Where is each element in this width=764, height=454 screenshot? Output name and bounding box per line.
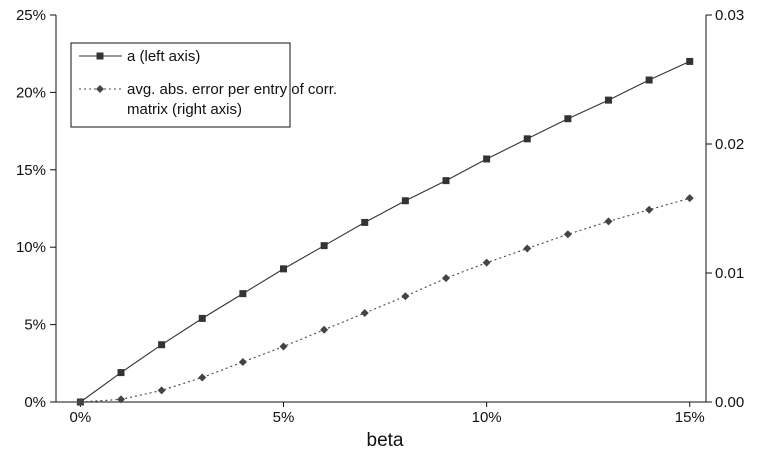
left-tick-label: 15% [16,162,46,179]
legend-swatch-marker [96,52,104,60]
legend-entry: a (left axis) [79,48,200,65]
data-point [442,274,450,283]
right-tick-label: 0.03 [715,7,744,24]
series-avg-abs-error [76,194,694,406]
data-point [482,258,491,267]
legend-swatch-marker [96,85,104,93]
data-point [320,325,329,334]
axes [55,15,707,403]
data-point [76,398,85,406]
legend-label: a (left axis) [127,48,200,65]
data-point [117,369,125,377]
data-point [523,244,532,253]
data-point [523,135,531,143]
series-line [80,60,691,403]
data-point [158,341,166,349]
data-point [645,76,653,84]
data-point [401,197,409,205]
left-tick-label: 0% [24,394,46,411]
legend-box [70,42,291,128]
data-point [361,218,369,226]
data-point [198,373,207,382]
data-point [685,194,694,203]
left-tick-label: 10% [16,239,46,256]
data-point [238,358,247,367]
x-axis: 0% 5% 10% 15% [70,402,705,426]
x-tick-label: 15% [675,409,705,426]
right-tick-label: 0.02 [715,136,744,153]
right-tick-label: 0.01 [715,265,744,282]
data-point [442,177,450,185]
x-tick-label: 0% [70,409,92,426]
legend-label: avg. abs. error per entry of corr. [127,81,337,98]
data-point [564,115,572,123]
data-point [686,57,694,65]
data-point [360,308,369,317]
x-tick-label: 10% [472,409,502,426]
data-point [198,314,206,322]
left-tick-label: 25% [16,7,46,24]
right-y-axis: 0.00 0.01 0.02 0.03 [706,7,744,411]
data-point [605,96,612,104]
data-point [401,292,410,301]
data-point [320,242,328,250]
x-tick-label: 5% [273,409,295,426]
data-point [483,155,491,163]
data-point [604,217,613,226]
data-point [157,386,166,395]
left-tick-label: 20% [16,84,46,101]
legend-entry: avg. abs. error per entry of corr. matrix… [79,81,337,118]
data-point [117,395,125,404]
data-point [239,290,247,298]
data-point [279,342,288,351]
left-y-axis: 0% 5% 10% 15% 20% 25% [16,7,56,411]
legend-label: matrix (right axis) [127,101,242,118]
data-point [563,230,572,239]
data-point [645,205,654,214]
x-axis-title: beta [367,430,404,451]
left-tick-label: 5% [24,317,46,334]
legend: a (left axis) avg. abs. error per entry o… [70,42,337,128]
data-point [280,265,287,273]
series-layer [76,57,694,406]
series-line [80,197,690,403]
right-tick-label: 0.00 [715,394,744,411]
